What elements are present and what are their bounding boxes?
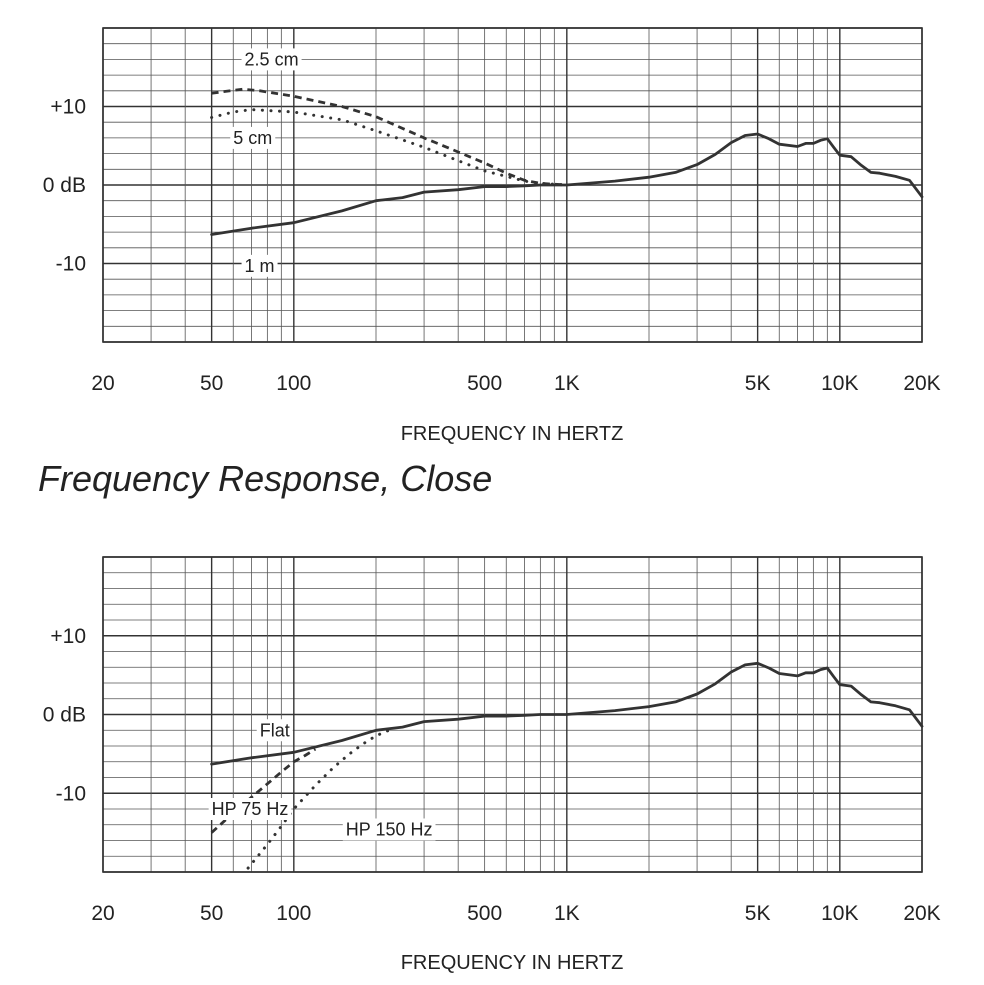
x-tick-label: 500 <box>467 372 502 395</box>
series-annotation: HP 75 Hz <box>212 799 289 819</box>
y-tick-label: -10 <box>56 782 86 805</box>
annotation-backing <box>241 48 302 71</box>
annotation-backing <box>230 126 276 149</box>
series-line <box>211 87 567 187</box>
series-annotation: 1 m <box>245 256 275 276</box>
y-tick-label: -10 <box>56 253 86 276</box>
series-annotation: 2.5 cm <box>245 49 299 69</box>
series-annotation: Flat <box>260 720 290 740</box>
x-tick-label: 100 <box>276 902 311 925</box>
series-annotation: 5 cm <box>233 128 272 148</box>
x-axis-label: FREQUENCY IN HERTZ <box>401 423 624 445</box>
series-line <box>210 661 924 766</box>
y-tick-label: 0 dB <box>43 704 86 727</box>
chart-bottom: +10 0 dB -10 20 50 100 500 1K 5K 10K 20K FREQUENCY … <box>43 556 941 974</box>
chart-top: +10 0 dB -10 20 50 100 500 1K 5K 10K 20K FREQUENCY … <box>43 27 941 445</box>
x-tick-label: 50 <box>200 372 223 395</box>
x-axis-label: FREQUENCY IN HERTZ <box>401 952 624 974</box>
y-tick-label: 0 dB <box>43 174 86 197</box>
x-tick-label: 5K <box>745 902 771 925</box>
annotation-backing <box>256 719 293 742</box>
x-tick-label: 1K <box>554 902 580 925</box>
x-tick-label: 500 <box>467 902 502 925</box>
x-tick-label: 20K <box>903 902 940 925</box>
plot-frame <box>102 556 923 873</box>
grid <box>102 27 923 343</box>
x-tick-label: 5K <box>745 372 771 395</box>
annotation-backing <box>208 798 292 820</box>
annotation-backing <box>241 254 278 277</box>
x-tick-label: 1K <box>554 372 580 395</box>
x-tick-label: 100 <box>276 372 311 395</box>
page-title: Frequency Response, Close <box>38 458 492 499</box>
y-tick-label: +10 <box>50 96 86 119</box>
x-tick-label: 10K <box>821 372 858 395</box>
plot-frame <box>102 27 923 343</box>
x-tick-label: 20K <box>903 372 940 395</box>
x-tick-label: 50 <box>200 902 223 925</box>
x-tick-label: 20 <box>91 902 114 925</box>
series-line <box>210 132 924 236</box>
x-tick-label: 10K <box>821 902 858 925</box>
annotation-backing <box>342 818 436 841</box>
y-tick-label: +10 <box>50 625 86 648</box>
series-annotation: HP 150 Hz <box>346 819 433 839</box>
x-tick-label: 20 <box>91 372 114 395</box>
series-line <box>246 727 395 870</box>
